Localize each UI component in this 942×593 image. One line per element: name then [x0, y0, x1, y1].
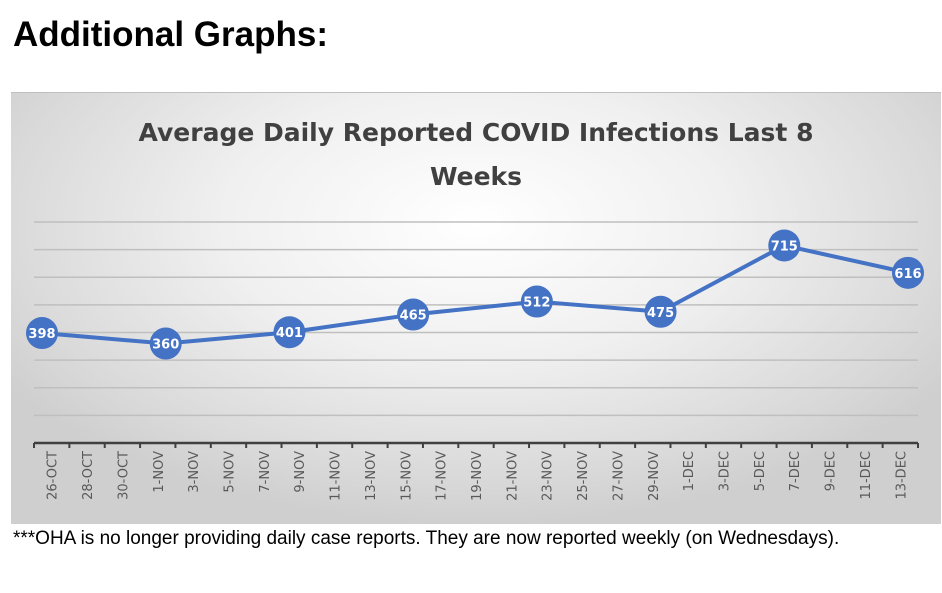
x-tick-label: 5-DEC: [753, 451, 768, 491]
x-tick-label: 29-NOV: [647, 451, 662, 501]
x-tick-label: 26-OCT: [46, 451, 61, 500]
x-tick-label: 3-DEC: [718, 451, 733, 491]
x-tick-label: 11-DEC: [859, 451, 874, 500]
data-point: [397, 298, 430, 331]
x-tick-label: 15-NOV: [399, 451, 414, 501]
x-tick-label: 13-NOV: [364, 451, 379, 501]
data-label: 401: [276, 326, 303, 341]
data-point: [149, 327, 182, 360]
x-tick-label: 21-NOV: [505, 451, 520, 501]
footnote: ***OHA is no longer providing daily case…: [13, 528, 840, 549]
series-line: [41, 243, 909, 346]
x-tick-label: 7-DEC: [788, 451, 803, 491]
data-label: 475: [647, 306, 674, 321]
data-point: [273, 316, 306, 349]
page-heading: Additional Graphs:: [13, 15, 328, 54]
x-tick-label: 5-NOV: [222, 451, 237, 493]
x-tick-label: 13-DEC: [894, 451, 909, 500]
x-tick-label: 9-DEC: [824, 451, 839, 491]
data-label: 512: [523, 296, 550, 311]
gridlines: [34, 221, 918, 417]
x-tick-label: 25-NOV: [576, 451, 591, 501]
data-label: 465: [400, 309, 427, 324]
x-tick-label: 3-NOV: [187, 451, 202, 493]
x-tick-label: 23-NOV: [541, 451, 556, 501]
data-label: 398: [28, 327, 55, 342]
series-line-group: 398 360 401 465 512 475 715 616: [26, 229, 924, 360]
data-point: [520, 285, 553, 318]
chart-area: Average Daily Reported COVID Infections …: [11, 92, 941, 524]
x-tick-label: 17-NOV: [435, 451, 450, 501]
x-tick-label: 9-NOV: [293, 451, 308, 493]
data-point: [26, 317, 58, 350]
data-label: 715: [771, 239, 798, 254]
x-tick-label: 1-NOV: [152, 451, 167, 493]
x-tick-label: 7-NOV: [258, 451, 273, 493]
data-point: [644, 295, 677, 328]
chart-title-line-1: Average Daily Reported COVID Infections …: [139, 118, 814, 147]
x-tick-label: 30-OCT: [116, 451, 131, 500]
x-tick-label: 19-NOV: [470, 451, 485, 501]
x-tick-label: 27-NOV: [611, 451, 626, 501]
x-tick-label: 11-NOV: [329, 451, 344, 501]
data-point: [768, 229, 801, 262]
line-chart: Average Daily Reported COVID Infections …: [26, 118, 924, 501]
x-tick-label: 28-OCT: [81, 451, 96, 500]
data-label: 360: [152, 338, 179, 353]
x-tick-label: 1-DEC: [682, 451, 697, 491]
data-label: 616: [894, 267, 921, 282]
data-point: [892, 256, 924, 289]
chart-title-line-2: Weeks: [430, 162, 522, 191]
x-axis: 26-OCT 28-OCT 30-OCT 1-NOV 3-NOV 5-NOV 7-NOV 9-…: [33, 441, 919, 501]
